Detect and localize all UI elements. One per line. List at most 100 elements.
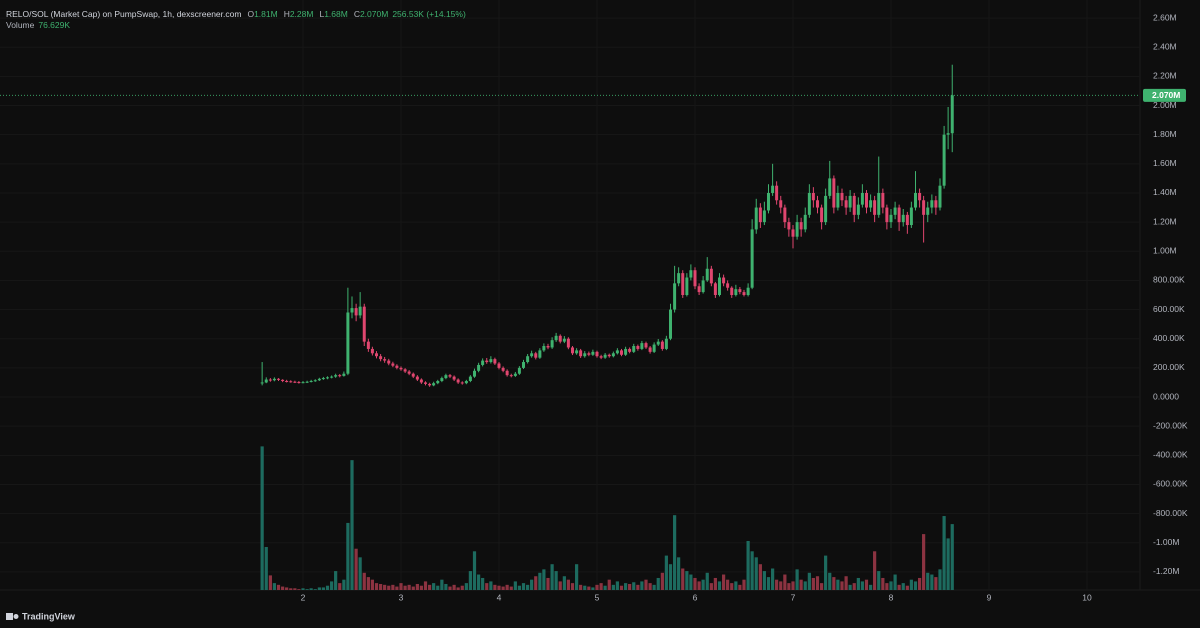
volume-bar <box>705 572 709 590</box>
x-tick-label: 10 <box>1082 592 1092 602</box>
volume-bar <box>726 579 730 590</box>
volume-bar <box>276 584 281 590</box>
candle-body <box>820 207 824 223</box>
volume-bar <box>321 587 325 590</box>
candle-body <box>693 270 697 287</box>
grid <box>0 0 1140 590</box>
volume-bar <box>644 579 648 590</box>
candle-body <box>783 207 787 223</box>
candle-body <box>815 200 819 208</box>
y-tick-label: 1.00M <box>1153 246 1177 256</box>
volume-bar <box>734 581 738 590</box>
candle-body <box>807 192 811 215</box>
candle-body <box>677 273 681 284</box>
candle-body <box>787 222 791 230</box>
candle-body <box>415 376 419 380</box>
volume-bar <box>701 579 705 590</box>
candle-body <box>742 292 746 295</box>
volume-bar <box>591 587 595 590</box>
y-tick-label: 200.00K <box>1153 362 1185 372</box>
candle-body <box>481 360 485 365</box>
volume-bar <box>913 581 918 590</box>
candle-body <box>554 335 558 341</box>
volume-bar <box>742 579 746 590</box>
volume-bar <box>538 572 542 590</box>
candle-body <box>452 376 456 380</box>
candle-body <box>673 283 677 310</box>
candle-body <box>330 376 334 378</box>
candle-body <box>779 200 783 208</box>
volume-bar <box>383 584 387 590</box>
candle-body <box>750 229 754 288</box>
volume-bar <box>460 585 464 590</box>
y-tick-label: 2.00M <box>1153 100 1177 110</box>
candle-body <box>901 214 905 223</box>
volume-bar <box>374 583 379 590</box>
volume-bar <box>901 583 905 590</box>
candle-body <box>264 379 268 383</box>
candle-body <box>934 200 938 208</box>
volume-bar <box>832 577 836 590</box>
candle-body <box>713 283 717 295</box>
volume-bar <box>636 584 640 590</box>
candle-body <box>346 312 350 374</box>
candle-body <box>660 341 664 349</box>
candle-body <box>873 200 877 215</box>
volume-bar <box>668 564 673 590</box>
volume-bar <box>534 576 538 590</box>
candle-body <box>611 353 615 357</box>
volume-bar <box>807 572 811 590</box>
volume-bar <box>268 575 272 590</box>
volume-bar <box>309 588 313 590</box>
candle-body <box>922 200 926 215</box>
volume-bar <box>709 583 713 590</box>
volume-bar <box>860 581 864 590</box>
volume-bar <box>942 516 946 590</box>
candle-body <box>885 207 889 223</box>
ohlc-value: 1.81M <box>254 9 278 19</box>
candle-body <box>734 289 738 295</box>
branding: TradingView <box>6 611 76 621</box>
candle-body <box>305 381 309 383</box>
volume-bar <box>873 551 877 590</box>
candle-body <box>746 287 750 295</box>
candle-body <box>909 207 913 226</box>
candle-body <box>375 353 379 357</box>
y-tick-label: 1.80M <box>1153 129 1177 139</box>
candle-body <box>526 356 530 363</box>
candle-body <box>313 380 317 382</box>
volume-bar <box>926 572 930 590</box>
volume-bar <box>358 557 362 590</box>
volume-bar <box>387 585 391 590</box>
candle-body <box>428 383 432 386</box>
candle-body <box>493 359 497 364</box>
volume-bar <box>542 569 546 590</box>
volume-bar <box>399 583 403 590</box>
volume-bar <box>758 564 762 590</box>
volume-bar <box>750 551 754 590</box>
y-tick-label: 2.60M <box>1153 12 1177 22</box>
volume-bar <box>530 579 534 590</box>
volume-bar <box>713 577 717 590</box>
candle-body <box>505 370 509 376</box>
y-tick-label: 400.00K <box>1153 333 1185 343</box>
volume-bar <box>766 577 771 590</box>
volume-bar <box>889 581 893 590</box>
candle-body <box>489 359 493 363</box>
candle-body <box>595 351 599 357</box>
volume-bar <box>395 586 399 590</box>
volume-bar <box>346 522 350 590</box>
y-tick-label: -800.00K <box>1153 508 1188 518</box>
y-tick-label: -1.20M <box>1153 566 1179 576</box>
volume-bar <box>607 579 611 590</box>
volume-bar <box>779 581 783 590</box>
y-tick-label: 600.00K <box>1153 304 1185 314</box>
candle-body <box>799 222 803 230</box>
candle-body <box>285 380 289 382</box>
candle-body <box>942 134 946 186</box>
volume-bar <box>840 581 844 590</box>
volume-bar <box>820 583 824 590</box>
candle-body <box>501 367 505 371</box>
volume-bar <box>844 576 848 590</box>
candle-body <box>477 364 481 371</box>
